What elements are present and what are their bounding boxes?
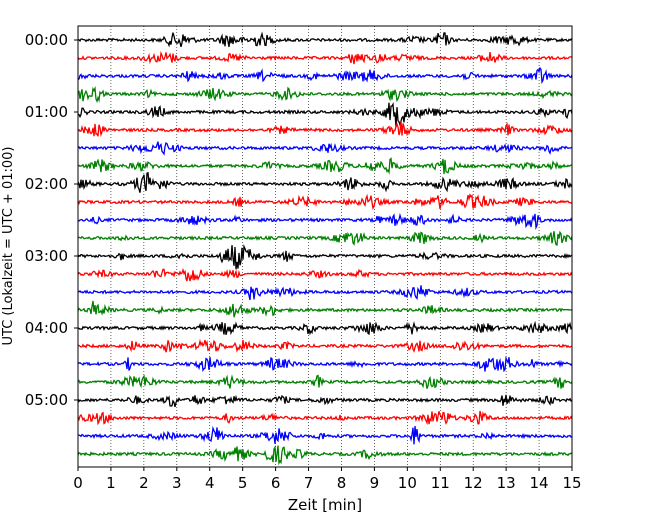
seismogram-traces [77,31,573,466]
x-tick-label-8: 8 [337,474,347,492]
y-tick-label-01:00: 01:00 [25,103,68,121]
y-tick-label-03:00: 03:00 [25,247,68,265]
plot-background [78,26,572,467]
x-tick-label-7: 7 [304,474,314,492]
y-tick-label-04:00: 04:00 [25,319,68,337]
x-tick-label-10: 10 [398,474,417,492]
x-tick-label-0: 0 [73,474,83,492]
seismogram-trace-2 [77,50,573,65]
seismogram-trace-8 [77,157,573,175]
seismogram-trace-15 [77,285,573,301]
x-tick-label-12: 12 [464,474,483,492]
x-tick-label-4: 4 [205,474,215,492]
seismogram-trace-9 [77,171,573,193]
seismogram-trace-16 [77,300,573,318]
seismogram-trace-1 [77,31,573,48]
seismogram-trace-4 [77,85,573,104]
x-tick-label-14: 14 [530,474,549,492]
seismogram-trace-11 [77,212,573,231]
plot-frame [77,25,573,468]
x-tick-label-1: 1 [106,474,116,492]
seismogram-trace-19 [77,355,573,373]
seismogram-trace-18 [77,338,573,353]
y-tick-label-02:00: 02:00 [25,175,68,193]
seismogram-trace-3 [77,66,573,85]
seismogram-trace-7 [77,141,573,156]
seismogram-trace-13 [77,244,573,270]
y-tick-label-05:00: 05:00 [25,391,68,409]
x-axis-ticks: 0 1 2 3 4 5 6 7 8 9 10 11 12 13 14 15 [73,467,582,492]
x-tick-label-11: 11 [431,474,450,492]
x-tick-label-2: 2 [139,474,149,492]
seismogram-trace-6 [77,120,573,138]
y-axis-ticks: 00:00 01:00 02:00 03:00 04:00 05:00 [25,31,78,409]
seismogram-trace-22 [77,410,573,426]
seismogram-trace-10 [77,193,573,210]
x-tick-label-15: 15 [562,474,581,492]
x-tick-label-9: 9 [370,474,380,492]
seismogram-trace-17 [77,320,573,336]
seismogram-trace-21 [77,394,573,407]
x-axis-label: Zeit [min] [288,496,362,514]
seismogram-trace-20 [77,374,573,389]
seismogram-trace-5 [77,102,573,128]
y-axis-label: UTC (Lokalzeit = UTC + 01:00) [1,147,16,346]
x-tick-label-6: 6 [271,474,281,492]
x-tick-label-13: 13 [497,474,516,492]
seismogram-trace-12 [77,230,573,247]
seismogram-trace-23 [77,425,573,445]
x-tick-label-5: 5 [238,474,248,492]
seismogram-trace-14 [77,267,573,282]
x-tick-label-3: 3 [172,474,182,492]
seismogram-trace-24 [77,445,573,466]
y-tick-label-00:00: 00:00 [25,31,68,49]
